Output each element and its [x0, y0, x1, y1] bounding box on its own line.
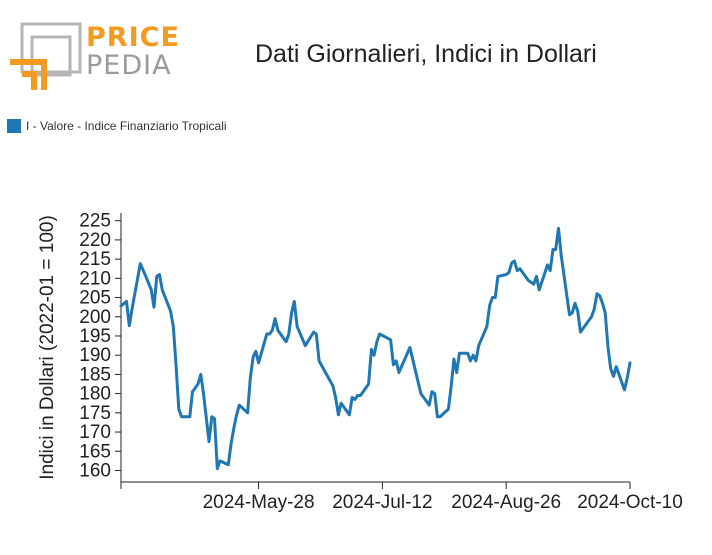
x-tick-label: 2024-Aug-26 [451, 492, 561, 513]
y-tick-label: 185 [79, 364, 111, 385]
y-tick-label: 165 [79, 441, 111, 462]
series-layer [119, 226, 632, 471]
legend-label: I - Valore - Indice Finanziario Tropical… [26, 119, 227, 133]
y-tick-label: 180 [79, 384, 111, 405]
logo-mark [10, 22, 82, 90]
y-tick-label: 200 [79, 307, 111, 328]
y-axis: 1601651701751801851901952002052102152202… [79, 211, 122, 482]
y-tick-label: 190 [79, 345, 111, 366]
y-tick-label: 170 [79, 422, 111, 443]
logo-word-price: PRICE [86, 22, 180, 53]
y-axis-label: Indici in Dollari (2022-01 = 100) [37, 215, 58, 480]
x-axis: 2024-May-28 2024-Jul-12 2024-Aug-26 2024-Oc… [120, 481, 683, 513]
y-tick-label: 160 [79, 460, 111, 481]
y-tick-label: 220 [79, 230, 111, 251]
logo-word-pedia: PEDIA [86, 50, 172, 81]
x-tick-label: 2024-Jul-12 [332, 492, 432, 513]
y-tick-label: 175 [79, 403, 111, 424]
pricepedia-logo: PRICE PEDIA [8, 22, 179, 92]
x-tick-label: 2024-May-28 [203, 492, 315, 513]
logo-gray-inner [30, 35, 72, 77]
y-tick-label: 215 [79, 249, 111, 270]
logo-gray-frame [20, 22, 82, 74]
legend-swatch [7, 119, 21, 133]
logo-orange-corner-inner [22, 71, 37, 90]
logo-orange-corner-outer [10, 59, 47, 90]
y-tick-label: 205 [79, 288, 111, 309]
chart-legend[interactable]: I - Valore - Indice Finanziario Tropical… [7, 119, 227, 133]
series-line [119, 226, 632, 471]
chart-title: Dati Giornalieri, Indici in Dollari [255, 40, 597, 68]
y-tick-label: 225 [79, 211, 111, 232]
y-tick-label: 195 [79, 326, 111, 347]
y-tick-label: 210 [79, 268, 111, 289]
x-tick-label: 2024-Oct-10 [577, 492, 683, 513]
